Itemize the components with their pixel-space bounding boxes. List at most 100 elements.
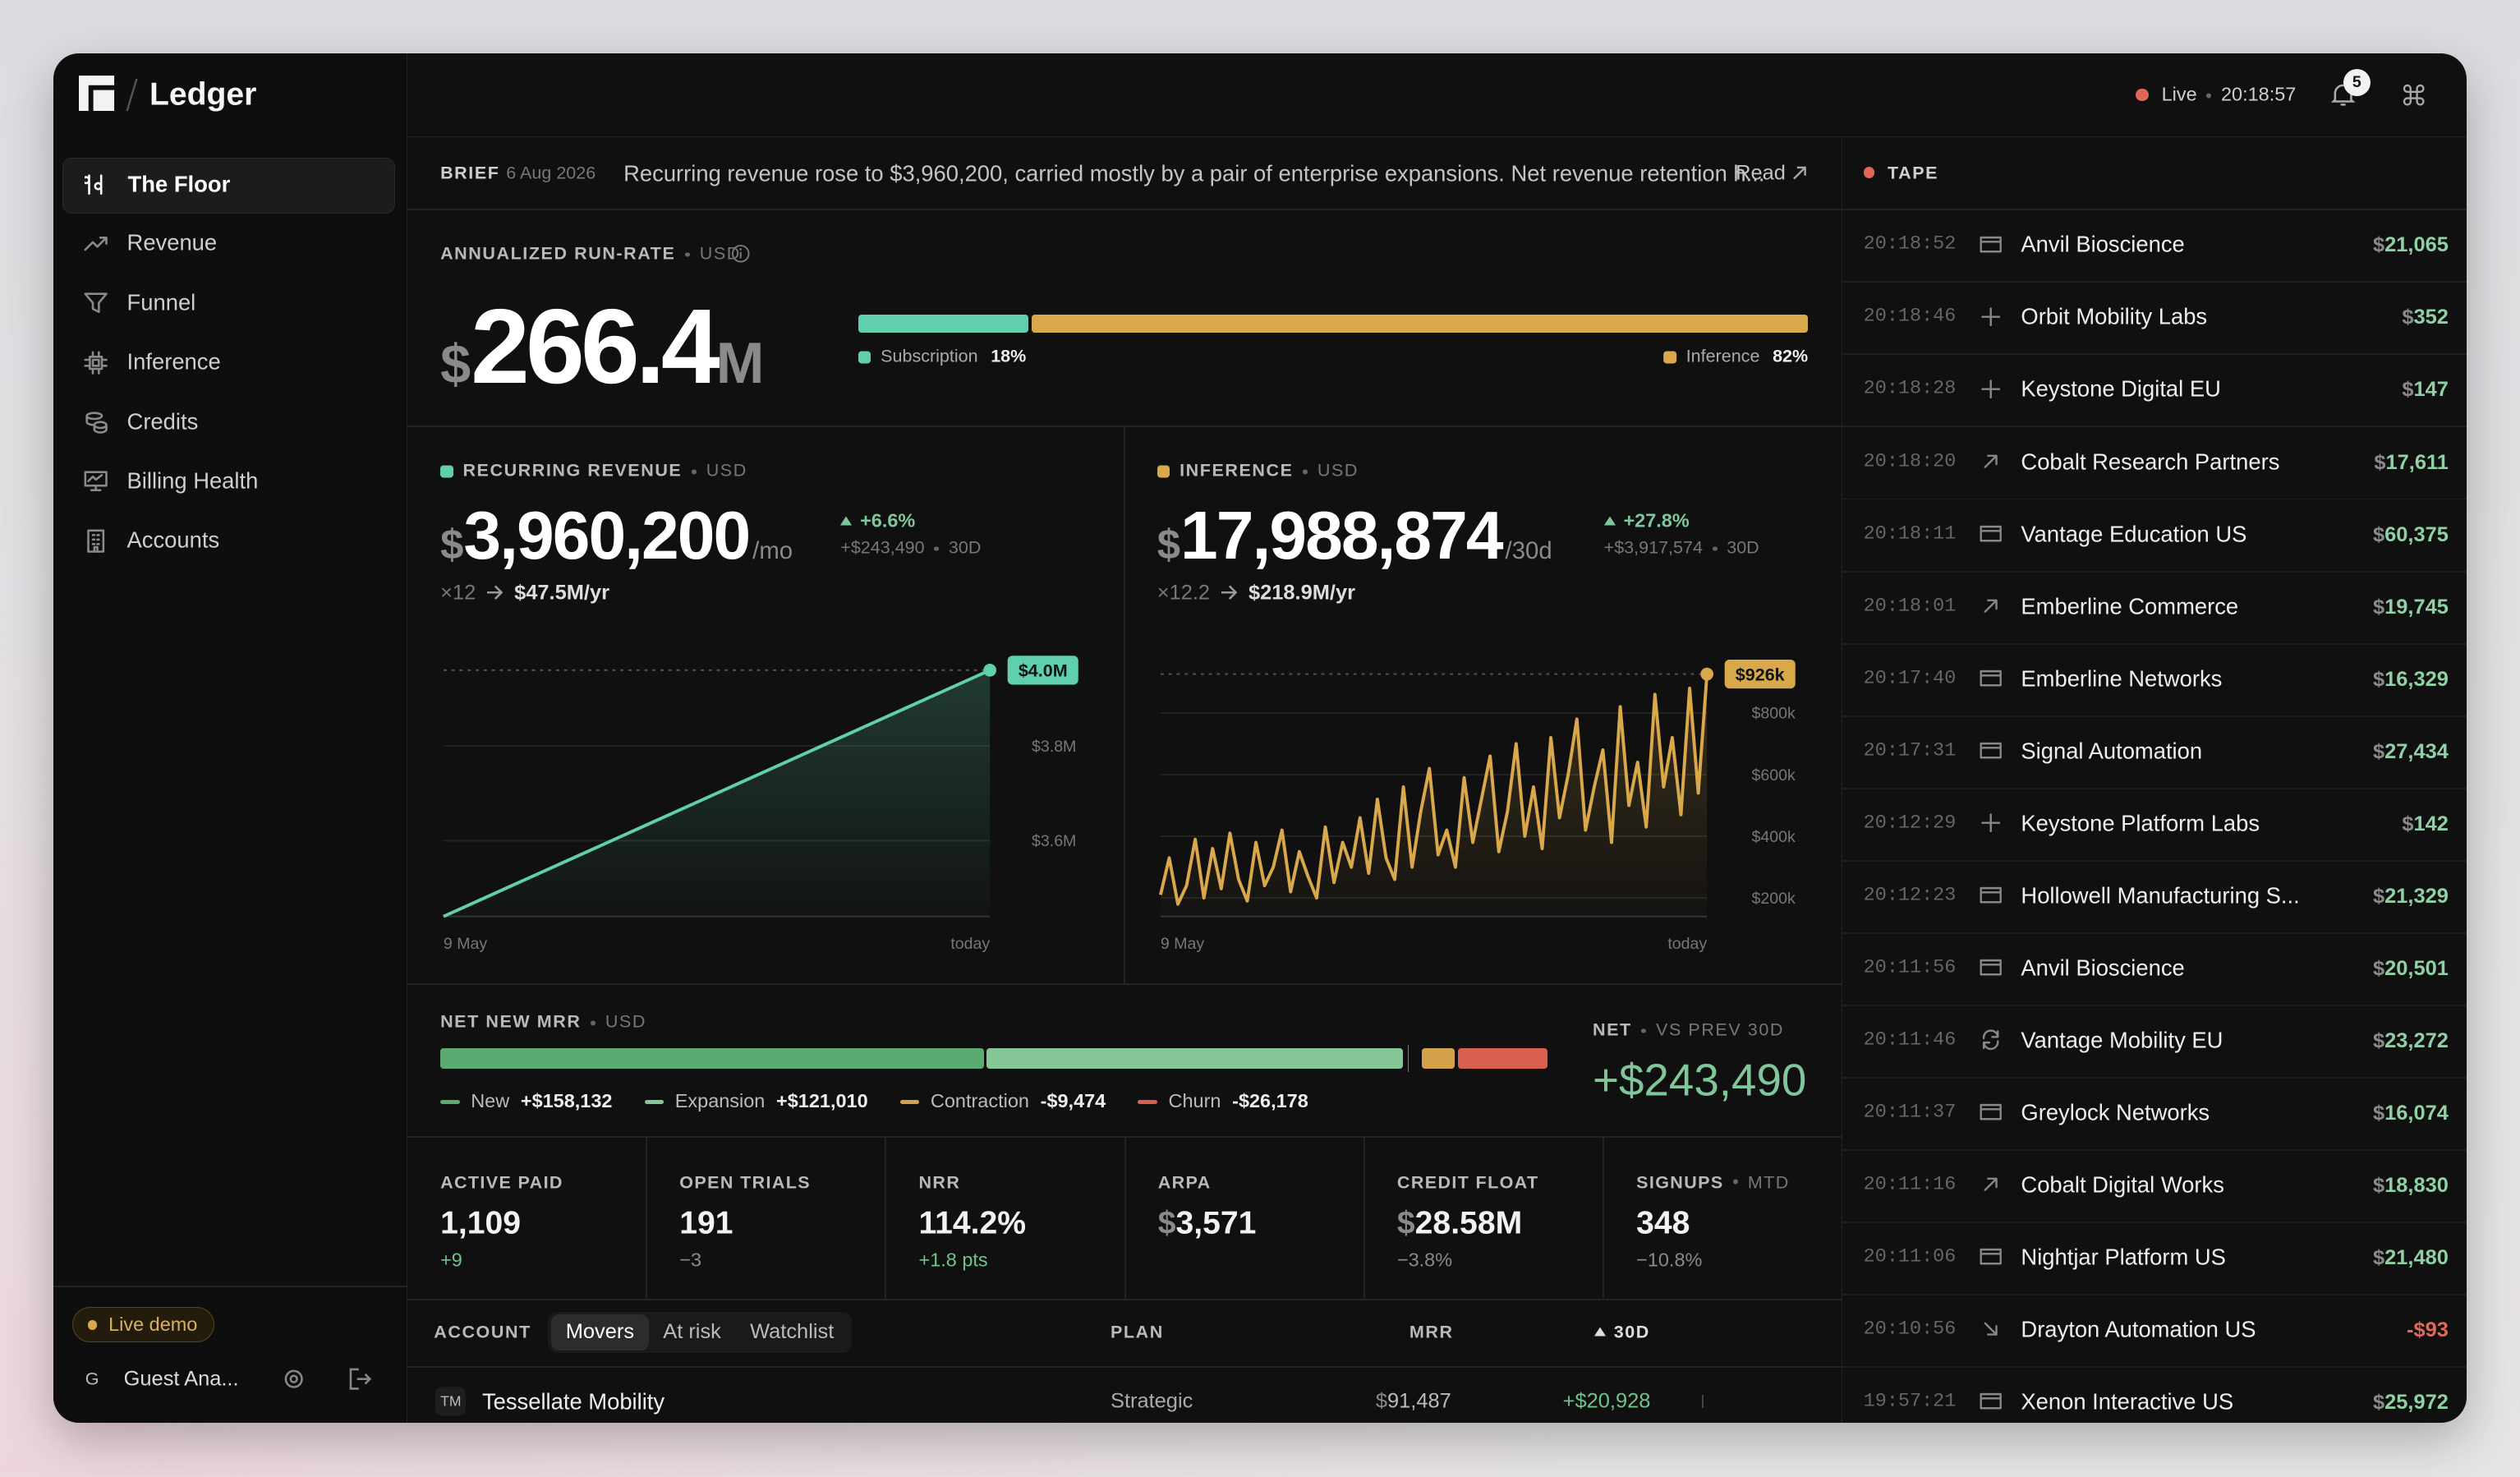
tape-name[interactable]: Signal Automation [2021,738,2203,764]
column-header[interactable]: MRR [1409,1322,1454,1342]
nav-item[interactable]: The Floor [62,157,396,214]
tape-row-divider [1842,932,2467,934]
tape-name[interactable]: Nightjar Platform US [2021,1244,2226,1270]
nav-label: Revenue [126,229,218,255]
tape-name[interactable]: Vantage Mobility EU [2021,1027,2223,1053]
badge-text: Live demo [108,1313,198,1335]
currency: $ [440,334,471,396]
delta-value: +27.8% [1623,509,1690,531]
label: ARPA [1157,1172,1212,1193]
value: $3,571 [1157,1205,1257,1241]
tape-name[interactable]: Xenon Interactive US [2021,1388,2234,1415]
brief-link[interactable]: Read [1736,161,1786,185]
tape-name[interactable]: Hollowell Manufacturing S... [2021,882,2300,909]
tape-name[interactable]: Cobalt Research Partners [2021,448,2280,474]
amount: $16,329 [2372,667,2449,691]
tape-row-divider [1842,426,2467,428]
nav-item[interactable]: Accounts [62,514,393,569]
tape-name[interactable]: Keystone Platform Labs [2021,810,2260,836]
amount: $27,434 [2372,739,2449,763]
separator [692,469,697,474]
arrow [486,585,504,600]
annualized: ×12.2 $218.9M/yr [1157,577,1355,609]
tape-name[interactable]: Keystone Digital EU [2021,375,2221,402]
nav-item[interactable]: Credits [62,395,393,450]
command-icon[interactable] [2403,84,2425,106]
legend-swatch [899,1099,920,1105]
app-window: Ledger The Floor Revenue Funnel Inference Cr… [53,53,2467,1423]
multiplier: ×12 [440,581,476,605]
legend-name: Subscription [881,346,978,366]
delta: +6.6% [840,504,915,536]
tape-amount: $16,074 [2373,1095,2449,1130]
multiplier: ×12.2 [1157,581,1211,605]
tape-name[interactable]: Vantage Education US [2021,521,2247,546]
tape-time: 20:18:46 [1863,305,1957,328]
currency: $ [1157,521,1181,568]
amount: $23,272 [2372,1028,2449,1052]
tape-name[interactable]: Drayton Automation US [2021,1316,2256,1342]
nav-item[interactable]: Revenue [62,217,393,272]
kpi-label: ARPA [1158,1164,1212,1199]
separator [934,545,940,551]
column-header[interactable]: PLAN [1110,1322,1164,1342]
plan: Strategic [1110,1389,1193,1413]
delta-detail: +$243,490 30D [840,532,981,564]
y-tick-label: $600k [1751,766,1795,784]
icon [85,412,108,434]
separator [1303,469,1308,474]
icon [84,471,108,492]
tape-row-divider [1842,642,2467,645]
tape-name[interactable]: Cobalt Digital Works [2021,1171,2224,1198]
account-name[interactable]: Tessellate Mobility [481,1388,665,1415]
tape-amount: $18,830 [2373,1167,2449,1202]
kpi-value: $3,571 [1158,1204,1257,1245]
icon [1980,306,2000,326]
chart: $3.8M $3.6M $4.0M 9 May today [443,655,1078,952]
nav-item[interactable]: Inference [62,336,393,391]
tape-name[interactable]: Anvil Bioscience [2021,231,2185,257]
tab[interactable]: At risk [663,1320,721,1344]
currency: $ [440,521,464,568]
legend-swatch [644,1099,664,1105]
suffix: M [715,330,765,396]
icon [1984,599,1998,613]
brief-label: BRIEF [440,163,500,183]
kpi-label: ACTIVE PAID [440,1164,563,1199]
tab[interactable]: Watchlist [750,1320,835,1344]
column-header[interactable]: 30D [1593,1316,1650,1348]
icon [84,174,103,196]
tape-amount: $21,065 [2373,227,2449,261]
window: 30D [1727,537,1759,558]
divider [1123,426,1125,984]
logout-icon[interactable] [349,1368,371,1390]
kpi-delta: −3.8% [1396,1249,1453,1271]
column-header[interactable]: ACCOUNT [434,1322,531,1342]
divider [646,1136,648,1299]
info-icon[interactable] [731,244,750,263]
end-label: $4.0M [1019,660,1068,680]
tape-row-divider [1842,1222,2467,1223]
tape-name[interactable]: Emberline Commerce [2021,593,2239,619]
x-tick-label: today [1667,934,1707,952]
nav-item[interactable]: Billing Health [62,455,393,510]
label: RECURRING REVENUE [462,460,683,481]
tab[interactable]: Movers [551,1314,649,1350]
amount: $19,745 [2372,595,2449,619]
legend-name: Churn [1168,1089,1221,1111]
tape-amount: $17,611 [2374,444,2449,478]
nav-item[interactable]: Funnel [62,277,393,332]
icon [1980,525,2002,542]
tape-name[interactable]: Greylock Networks [2021,1099,2210,1125]
element [732,245,750,263]
tape-name[interactable]: Emberline Networks [2021,665,2223,692]
settings-icon[interactable] [283,1368,305,1390]
arrow-icon [1221,585,1238,600]
divider [885,1136,887,1299]
tape-row-divider [1842,859,2467,862]
user-name[interactable]: Guest Ana... [123,1367,239,1391]
tape-name[interactable]: Anvil Bioscience [2021,955,2185,981]
tape-name[interactable]: Orbit Mobility Labs [2021,303,2208,329]
tape-dot [1863,167,1875,179]
